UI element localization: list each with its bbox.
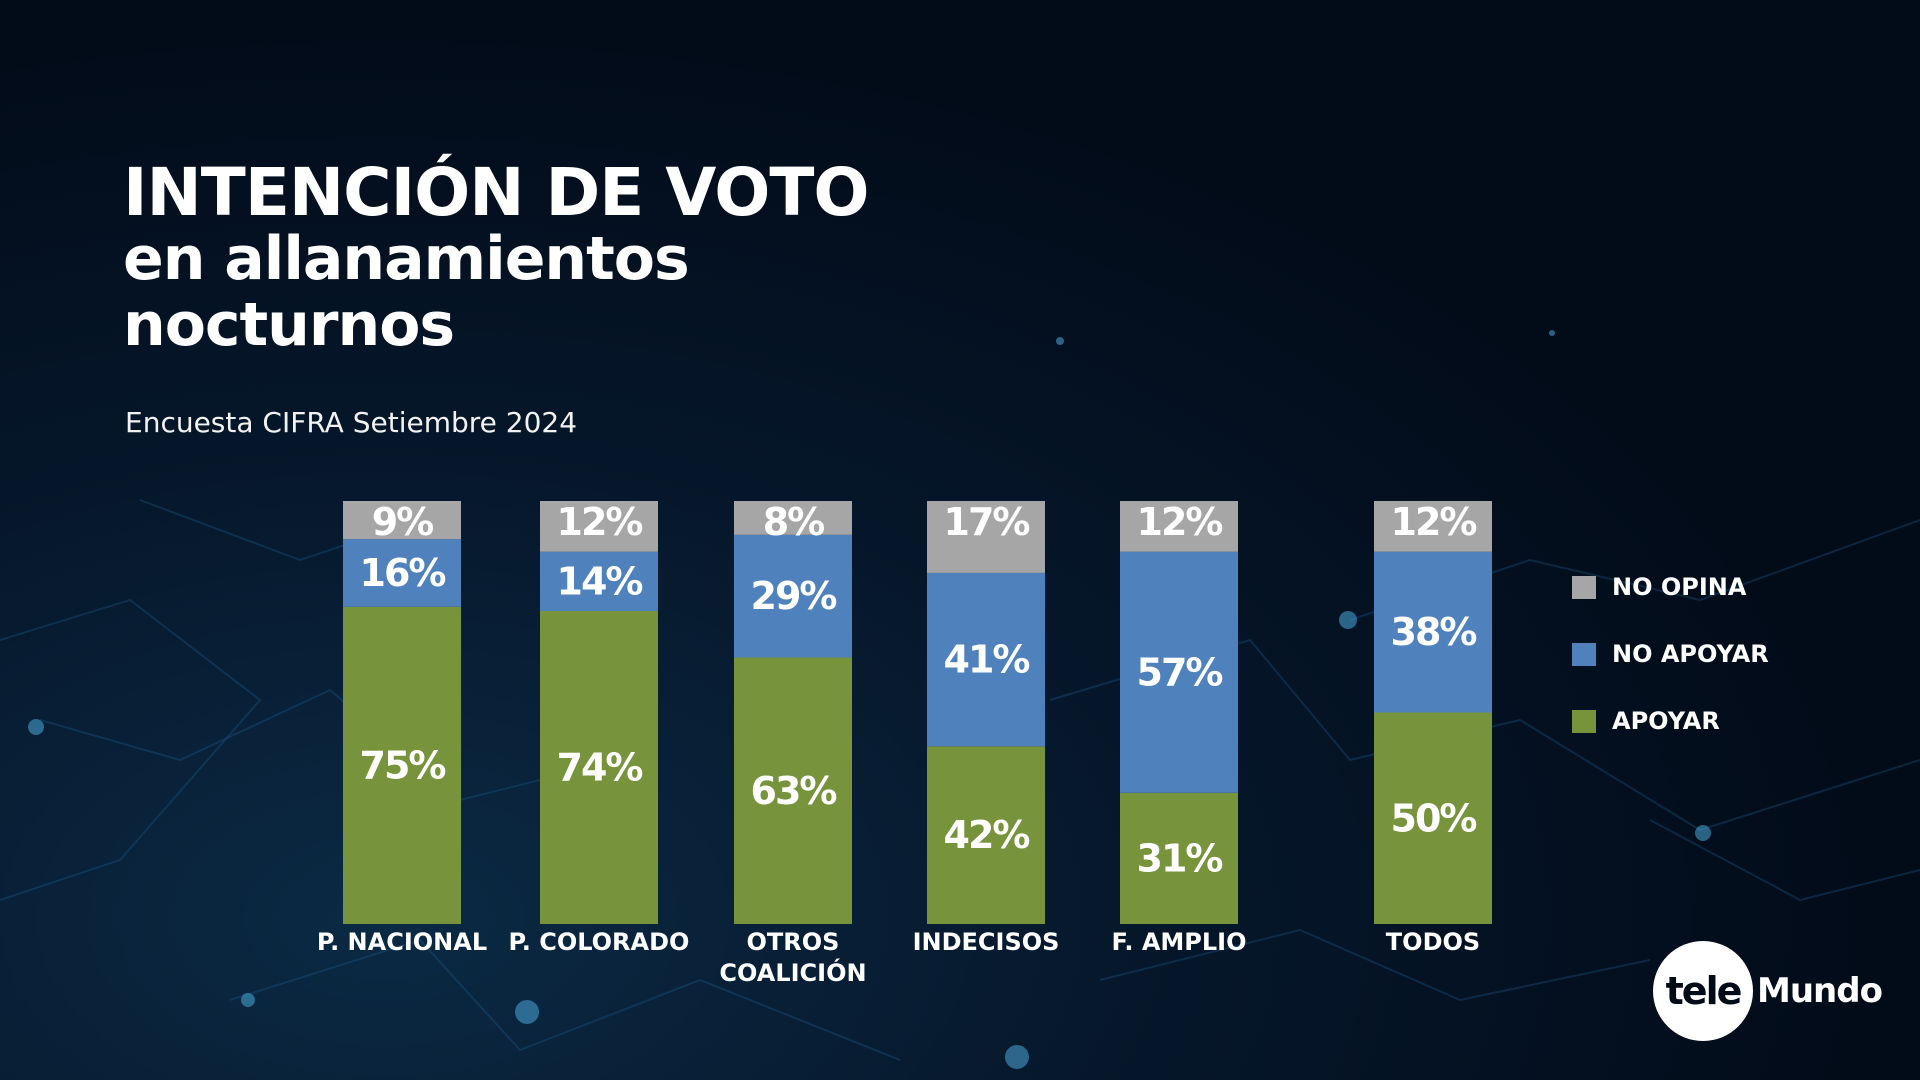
legend-label: NO OPINA (1612, 573, 1747, 601)
chart-subtitle: Encuesta CIFRA Setiembre 2024 (125, 406, 578, 439)
data-label: 31% (1137, 836, 1223, 880)
data-label: 41% (944, 638, 1030, 682)
bar-segment-no-opina (343, 501, 461, 540)
bar-segment-no-opina (1120, 501, 1238, 552)
bar-segment-apoyar (927, 746, 1045, 924)
data-label: 74% (557, 745, 643, 789)
title-line-3: nocturnos (123, 290, 455, 360)
bar-segment-no-apoyar (1374, 551, 1492, 713)
legend-swatch-no-apoyar (1572, 642, 1596, 666)
telemundo-logo: tele Mundo (1653, 941, 1883, 1041)
bar-segment-no-opina (540, 501, 658, 552)
title-line-1: INTENCIÓN DE VOTO (123, 154, 869, 231)
legend-item-no-opina: NO OPINA (1572, 572, 1769, 602)
data-label: 57% (1137, 650, 1223, 694)
title-line-2: en allanamientos (123, 224, 690, 294)
data-label: 17% (944, 500, 1030, 544)
bar-segment-no-opina (1374, 501, 1492, 552)
data-label: 14% (557, 559, 643, 603)
category-label: P. COLORADO (509, 928, 690, 956)
category-label: OTROS (747, 928, 840, 956)
bar-segment-no-opina (927, 501, 1045, 573)
bar-group: 42% 41% 17% INDECISOS (913, 500, 1060, 956)
bar-segment-apoyar (1120, 792, 1238, 924)
legend-item-apoyar: APOYAR (1572, 706, 1769, 736)
data-label: 42% (944, 813, 1030, 857)
data-label: 12% (1137, 500, 1223, 544)
category-label: TODOS (1386, 928, 1480, 956)
data-label: 50% (1391, 796, 1477, 840)
bar-segment-no-apoyar (1120, 551, 1238, 793)
legend-item-no-apoyar: NO APOYAR (1572, 639, 1769, 669)
category-label: COALICIÓN (719, 957, 866, 987)
legend-swatch-apoyar (1572, 709, 1596, 733)
data-label: 12% (557, 500, 643, 544)
data-label: 63% (751, 769, 837, 813)
logo-wordmark: Mundo (1757, 971, 1883, 1011)
data-label: 38% (1391, 610, 1477, 654)
bar-group: 75% 16% 9% P. NACIONAL (317, 500, 487, 956)
legend-label: APOYAR (1612, 707, 1720, 735)
bar-segment-no-apoyar (734, 534, 852, 658)
data-label: 8% (763, 500, 824, 544)
chart-title: INTENCIÓN DE VOTO en allanamientos noctu… (123, 154, 869, 360)
category-label: F. AMPLIO (1111, 928, 1246, 956)
bar-segment-apoyar (343, 606, 461, 924)
bar-segment-no-apoyar (927, 572, 1045, 747)
data-label: 75% (360, 743, 446, 787)
bar-group: 31% 57% 12% F. AMPLIO (1111, 500, 1246, 956)
bar-segment-apoyar (1374, 712, 1492, 924)
bar-segment-no-opina (734, 501, 852, 535)
category-label: P. NACIONAL (317, 928, 487, 956)
data-label: 12% (1391, 500, 1477, 544)
data-label: 16% (360, 551, 446, 595)
bar-segment-no-apoyar (540, 551, 658, 611)
bar-segment-apoyar (734, 657, 852, 924)
data-label: 29% (751, 574, 837, 618)
category-label: INDECISOS (913, 928, 1060, 956)
legend-swatch-no-opina (1572, 575, 1596, 599)
bar-group: 50% 38% 12% TODOS (1374, 500, 1492, 956)
logo-circle: tele (1653, 941, 1753, 1041)
bar-group: 74% 14% 12% P. COLORADO (509, 500, 690, 956)
bar-segment-apoyar (540, 610, 658, 924)
data-label: 9% (372, 500, 433, 544)
bar-segment-no-apoyar (343, 539, 461, 607)
legend-label: NO APOYAR (1612, 640, 1769, 668)
chart-legend: NO OPINA NO APOYAR APOYAR (1572, 572, 1769, 773)
